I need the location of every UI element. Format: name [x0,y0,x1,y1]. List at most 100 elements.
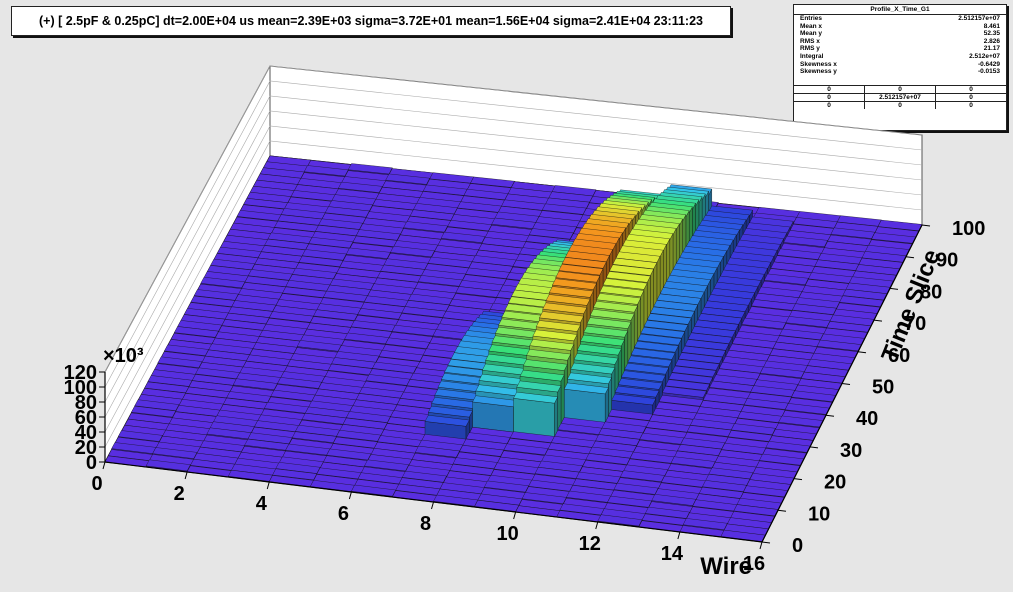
lego-bar-top [627,355,673,367]
lego-bar-top [346,247,391,259]
lego-bar-top [364,459,409,472]
lego-bar-top [877,219,923,231]
lego-bar-top [555,271,601,283]
lego-bar-top [691,326,736,338]
lego-bar-top [440,231,486,243]
lego-bar-top [134,399,180,411]
lego-bar-top [684,339,730,351]
y-tick-label: 60 [888,345,910,367]
lego-bar-top [727,430,773,442]
lego-bar-top [338,181,383,193]
lego-bar-top [640,327,686,339]
lego-bar-top [272,468,318,481]
stats-row-value: 8.461 [983,22,1000,30]
lego-bar-top [772,341,818,354]
stats-row-value: 2.826 [983,37,1000,45]
y-tick-label: 40 [856,408,878,430]
stats-row: Integral 2.512e+07 [794,53,1006,61]
lego-bar-top [658,395,704,407]
lego-bar-top [561,257,607,269]
lego-bar-top [275,462,321,474]
lego-bar-top [750,385,795,397]
lego-bar-top [593,301,638,313]
stats-grid-cell: 0 [935,102,1006,109]
lego-bar-top [792,303,837,315]
stats-grid-cell: 0 [864,86,935,93]
lego-bar-top [678,352,723,364]
stats-row: Mean x 8.461 [794,23,1006,31]
lego-bar-top [677,444,722,456]
stats-row: RMS x 2.826 [794,38,1006,46]
y-tick [777,509,787,512]
wall-gridline [104,65,923,373]
lego-bar-top [414,445,460,458]
lego-bar-top [793,217,838,229]
lego-bar-top [459,445,505,457]
lego-bar-top [535,320,581,332]
lego-bar-top [776,248,822,260]
y-tick [761,541,771,544]
stats-row: Entries 2.512157e+07 [794,15,1006,23]
lego-bar-top [643,320,689,332]
lego-bar-top [372,361,417,374]
lego-bar-top [516,380,562,393]
stats-row-value: 52.35 [983,30,1000,38]
lego-bar-top [552,278,597,290]
lego-bar-top [433,494,479,507]
y-tick-label: 80 [920,281,942,303]
stats-row-label: Integral [800,52,824,60]
lego-bar-top [708,467,754,480]
wall-gridline [104,80,923,388]
lego-bar-top [117,430,163,442]
lego-bar-top [131,405,176,418]
lego-bar-front [564,388,606,424]
lego-bar [296,340,342,353]
stats-row-value: -0.6429 [977,60,1000,68]
y-tick [841,383,851,385]
x-tick [266,481,270,490]
lego-bar-top [428,405,473,418]
lego-bar-top [200,440,245,452]
stats-row: Skewness x -0.6429 [794,61,1006,69]
x-tick [184,471,188,480]
x-tick-label: 14 [661,543,684,565]
wall-gridline [104,125,923,433]
lego-bar-top [541,203,587,215]
lego-bar-top [308,237,354,249]
stats-row-label: Mean x [800,22,823,30]
lego-bar-top [606,271,651,283]
lego-bar-top [637,333,682,346]
x-tick-label: 16 [743,553,765,575]
wall-gridline [104,95,923,403]
y-tick [809,446,819,449]
y-tick [921,224,931,227]
lego-bar-front [513,398,555,438]
lego-bar-top [589,309,635,321]
stats-box: Profile_X_Time_G1 Entries 2.512157e+07 Mea… [793,4,1007,131]
stats-box-name: Profile_X_Time_G1 [794,5,1006,15]
lego-bar-top [145,459,191,472]
plot-axes: 0 2 4 6 8 10 12 14 16010203040506070809010002040… [64,218,986,580]
wall-gridline [104,110,923,418]
stats-grid-cell: 0 [935,86,1006,93]
lego-bar-top [174,326,219,338]
lego-bar-top [408,293,453,305]
lego-bar-top [385,173,430,185]
lego-bar-top [528,479,574,492]
stats-row-value: 2.512157e+07 [958,15,1000,22]
lego-bar-top [417,275,463,287]
lego-bar-top [470,176,515,188]
lego-bar-top [575,471,621,484]
lego-bar-top [687,332,733,344]
lego-bar-top [548,286,594,298]
y-tick [905,256,915,259]
lego-bar-top [344,332,390,344]
lego-bar-top [193,289,239,301]
lego-bar-top [682,518,728,530]
stats-rows: Entries 2.512157e+07 Mean x 8.461 Mean y 52.3… [794,15,1006,76]
stats-grid-cell: 2.512157e+07 [864,94,935,101]
lego-bar-top [227,470,273,482]
x-tick [431,501,434,510]
z-tick-label: 60 [75,407,97,429]
